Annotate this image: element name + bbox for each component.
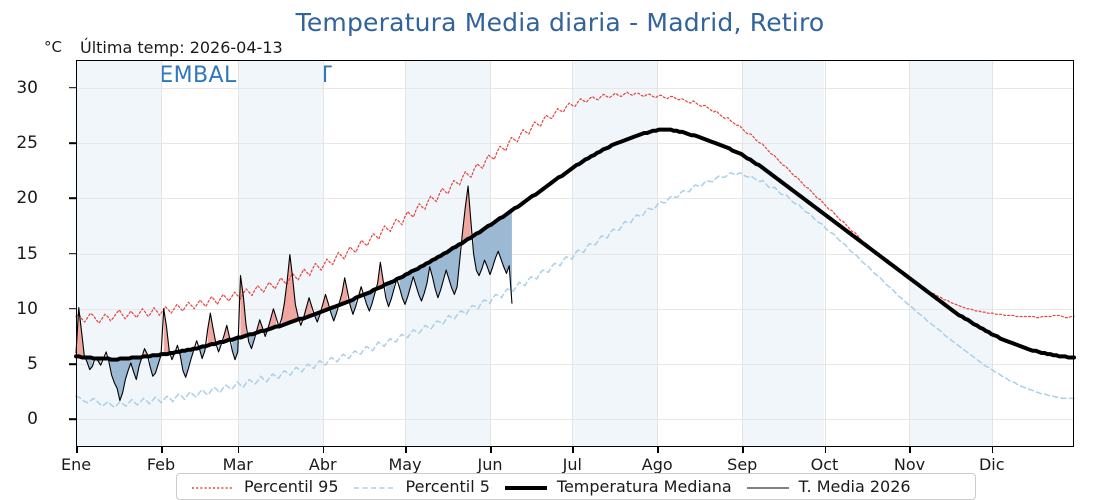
page-title: Temperatura Media diaria - Madrid, Retir… <box>295 8 825 37</box>
x-axis-tick-label: Ene <box>60 455 92 474</box>
fill-above-median <box>267 308 277 330</box>
plot-area <box>74 60 1076 447</box>
x-axis-tick-mark <box>490 447 492 453</box>
last-temp-subtitle: Última temp: 2026-04-13 <box>80 38 283 57</box>
fill-below-median <box>330 306 337 321</box>
y-axis-tick-label: 15 <box>16 243 38 264</box>
gridline-vertical <box>405 60 406 447</box>
x-axis-tick-label: Sep <box>727 455 758 474</box>
gridline-vertical <box>824 60 826 447</box>
y-axis-tick-mark <box>69 142 76 144</box>
gridline-vertical <box>572 60 574 447</box>
fill-below-median <box>86 357 93 370</box>
x-axis-tick-label: Feb <box>146 455 176 474</box>
x-axis-tick-label: Jul <box>562 455 582 474</box>
gridline-vertical <box>322 60 324 447</box>
fill-above-median <box>281 254 299 326</box>
fill-above-median <box>377 262 384 289</box>
legend-item[interactable]: T. Media 2026 <box>732 474 911 499</box>
x-axis-tick-mark <box>76 447 78 453</box>
fill-above-median <box>224 325 230 342</box>
line-percentil-5 <box>75 172 1075 408</box>
y-axis-unit-label: °C <box>44 38 62 56</box>
line-t-media-2026 <box>75 185 513 402</box>
line-percentil-95 <box>75 91 1075 324</box>
x-axis-tick-label: May <box>388 455 422 474</box>
gridline-vertical <box>742 60 744 447</box>
legend-label-percentil-5: Percentil 5 <box>405 477 490 496</box>
y-axis-tick-label: 20 <box>16 188 38 209</box>
y-axis-tick-label: 10 <box>16 298 38 319</box>
legend-item[interactable]: Temperatura Mediana <box>490 474 732 499</box>
x-axis-tick-label: Abr <box>308 455 337 474</box>
x-axis-tick-mark <box>322 447 325 453</box>
fill-below-median <box>180 348 194 378</box>
fill-below-median <box>385 281 395 307</box>
x-axis-tick-label: Jun <box>477 455 503 474</box>
gridline-horizontal <box>76 308 1074 310</box>
y-axis-tick-label: 5 <box>27 354 38 375</box>
legend-label-t-media-2026: T. Media 2026 <box>798 477 911 496</box>
series-lines <box>74 91 1076 408</box>
gridline-vertical <box>909 60 911 447</box>
fill-below-median <box>199 346 205 359</box>
legend-label-temperatura-mediana: Temperatura Mediana <box>556 477 732 496</box>
legend-swatch-t-media-2026 <box>746 480 790 494</box>
y-axis-tick-mark <box>69 418 76 421</box>
legend-swatch-temperatura-mediana <box>504 480 548 494</box>
fill-below-median <box>150 354 161 377</box>
gridline-vertical <box>237 60 239 447</box>
gridline-vertical <box>657 60 659 447</box>
x-axis-tick-label: Oct <box>810 455 839 474</box>
y-axis-tick-label: 0 <box>27 409 38 430</box>
y-axis-tick-mark <box>69 197 76 199</box>
fill-below-median <box>399 244 460 305</box>
fill-below-median <box>473 210 512 304</box>
x-axis-tick-mark <box>572 447 574 453</box>
gridline-horizontal <box>76 419 1074 421</box>
gridline-horizontal <box>76 198 1074 200</box>
legend-item[interactable]: Percentil 95 <box>177 474 339 499</box>
fill-above-median <box>303 297 312 319</box>
fill-above-median <box>207 313 216 346</box>
x-axis-tick-mark <box>405 447 407 453</box>
y-axis-tick-mark <box>69 307 76 310</box>
legend-item[interactable]: Percentil 5 <box>339 474 490 499</box>
y-axis-tick-mark <box>69 363 76 365</box>
x-axis-tick-mark <box>742 447 744 453</box>
gridline-horizontal <box>76 142 1074 144</box>
gridline-vertical <box>160 60 162 447</box>
x-axis-tick-mark <box>824 447 827 453</box>
x-axis-tick-mark <box>991 447 994 453</box>
legend-label-percentil-95: Percentil 95 <box>244 477 339 496</box>
gridline-horizontal <box>76 364 1074 366</box>
line-temperatura-mediana <box>74 127 1076 362</box>
x-axis-tick-label: Nov <box>893 455 926 474</box>
gridline-horizontal <box>76 253 1074 255</box>
chart-legend: Percentil 95 Percentil 5 Temperatura Med… <box>176 473 976 500</box>
y-axis-tick-mark <box>69 86 76 89</box>
x-axis-tick-label: Dic <box>978 455 1005 474</box>
x-axis-tick-mark <box>160 447 163 453</box>
x-axis-tick-label: Mar <box>222 455 253 474</box>
y-axis-tick-label: 25 <box>16 132 38 153</box>
fill-above-median <box>322 294 329 312</box>
x-axis-tick-mark <box>237 447 240 453</box>
fill-above-median <box>339 277 348 306</box>
fill-above-median <box>240 275 246 338</box>
y-axis-tick-mark <box>69 252 76 255</box>
x-axis-tick-mark <box>909 447 912 453</box>
x-axis-tick-mark <box>657 447 659 453</box>
legend-swatch-percentil-95 <box>191 480 235 494</box>
gridline-vertical <box>991 60 993 447</box>
legend-swatch-percentil-5 <box>353 480 397 494</box>
y-axis-tick-label: 30 <box>16 77 38 98</box>
gridline-horizontal <box>76 87 1074 89</box>
x-axis-tick-label: Ago <box>641 455 673 474</box>
